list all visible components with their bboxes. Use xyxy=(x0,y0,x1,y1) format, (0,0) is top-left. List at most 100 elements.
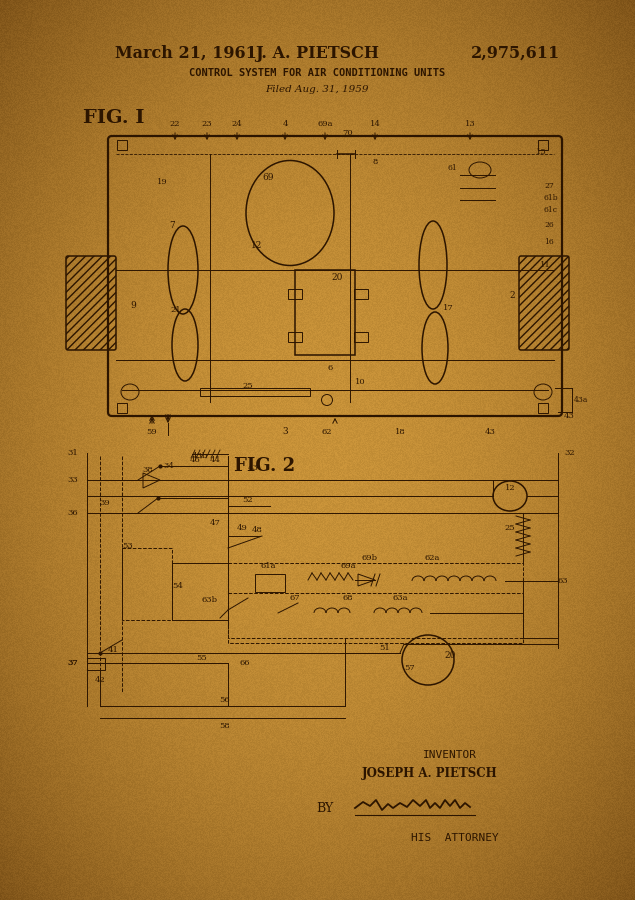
Text: 2: 2 xyxy=(509,291,515,300)
Text: 14: 14 xyxy=(370,120,380,128)
Text: 63a: 63a xyxy=(392,594,408,602)
Text: 25: 25 xyxy=(243,382,253,390)
Text: CONTROL SYSTEM FOR AIR CONDITIONING UNITS: CONTROL SYSTEM FOR AIR CONDITIONING UNIT… xyxy=(189,68,445,78)
Text: 61a: 61a xyxy=(260,562,276,570)
Text: 17: 17 xyxy=(443,304,453,312)
Text: 38: 38 xyxy=(143,466,154,474)
Text: 27: 27 xyxy=(544,182,554,190)
Text: 51: 51 xyxy=(380,644,391,652)
Text: 10: 10 xyxy=(355,378,365,386)
Text: 69b: 69b xyxy=(362,554,378,562)
Text: 59: 59 xyxy=(147,428,157,436)
Text: 41: 41 xyxy=(107,646,119,654)
Text: Filed Aug. 31, 1959: Filed Aug. 31, 1959 xyxy=(265,86,369,94)
Text: 61b: 61b xyxy=(544,194,559,202)
Bar xyxy=(228,593,523,638)
Text: 62a: 62a xyxy=(424,554,439,562)
Text: 52: 52 xyxy=(243,496,253,504)
Bar xyxy=(295,270,355,355)
Text: FIG. 2: FIG. 2 xyxy=(234,457,295,475)
Text: 44: 44 xyxy=(210,456,220,464)
Bar xyxy=(288,289,302,299)
Text: 13: 13 xyxy=(465,120,476,128)
Text: 34: 34 xyxy=(163,462,174,470)
Text: 58: 58 xyxy=(220,722,231,730)
Text: 11: 11 xyxy=(540,261,551,269)
Bar xyxy=(122,548,172,620)
Text: 16: 16 xyxy=(544,238,554,246)
Bar xyxy=(228,563,523,643)
Text: 69a: 69a xyxy=(318,120,333,128)
Text: 21: 21 xyxy=(171,306,182,314)
Bar xyxy=(538,403,548,413)
Text: 31: 31 xyxy=(67,449,78,457)
Text: JOSEPH A. PIETSCH: JOSEPH A. PIETSCH xyxy=(362,767,498,779)
Text: 61: 61 xyxy=(447,164,457,172)
Text: 15: 15 xyxy=(536,148,547,156)
Text: 56: 56 xyxy=(220,696,231,704)
Text: 49: 49 xyxy=(237,524,248,532)
Text: 23: 23 xyxy=(202,120,212,128)
Text: 66: 66 xyxy=(240,659,250,667)
Text: 61c: 61c xyxy=(544,206,558,214)
Text: FIG. I: FIG. I xyxy=(83,109,145,127)
Text: 26: 26 xyxy=(544,221,554,229)
Text: 20: 20 xyxy=(331,273,343,282)
Bar xyxy=(354,289,368,299)
Text: 12: 12 xyxy=(251,240,263,249)
Text: 69a: 69a xyxy=(340,562,356,570)
Text: BY: BY xyxy=(316,802,333,814)
Text: 63: 63 xyxy=(558,577,568,585)
Text: 70: 70 xyxy=(343,129,353,137)
Text: 4: 4 xyxy=(282,120,288,128)
Text: 54: 54 xyxy=(173,582,184,590)
Bar xyxy=(538,140,548,150)
Text: 36: 36 xyxy=(67,509,78,517)
Text: 53: 53 xyxy=(123,542,133,550)
Text: 24: 24 xyxy=(232,120,243,128)
Bar xyxy=(288,332,302,342)
Text: March 21, 1961: March 21, 1961 xyxy=(115,44,257,61)
Text: 67: 67 xyxy=(290,594,300,602)
Text: 43: 43 xyxy=(564,412,575,420)
Text: 39: 39 xyxy=(100,499,110,507)
Bar xyxy=(200,388,310,396)
Text: 8: 8 xyxy=(372,158,378,166)
Text: 43: 43 xyxy=(485,428,495,436)
Text: 6: 6 xyxy=(328,364,333,372)
Text: 43b: 43b xyxy=(192,452,208,460)
Text: 63b: 63b xyxy=(202,596,218,604)
Text: 33: 33 xyxy=(67,476,78,484)
Text: 43: 43 xyxy=(248,464,258,472)
Text: 19: 19 xyxy=(157,178,168,186)
Text: HIS  ATTORNEY: HIS ATTORNEY xyxy=(411,833,499,843)
Bar xyxy=(117,140,127,150)
Text: 9: 9 xyxy=(130,301,136,310)
Bar xyxy=(87,658,105,670)
Text: 43a: 43a xyxy=(574,396,589,404)
Text: 37: 37 xyxy=(67,659,78,667)
Text: 25: 25 xyxy=(505,524,516,532)
Text: 20: 20 xyxy=(444,652,456,661)
Text: 22: 22 xyxy=(170,120,180,128)
Text: 69: 69 xyxy=(262,174,274,183)
Text: 57: 57 xyxy=(404,664,415,672)
Text: 18: 18 xyxy=(394,428,405,436)
Text: 12: 12 xyxy=(505,484,516,492)
Text: 7: 7 xyxy=(169,220,175,230)
Text: 3: 3 xyxy=(282,428,288,436)
Text: 37: 37 xyxy=(67,659,78,667)
Text: 46: 46 xyxy=(190,456,201,464)
Text: INVENTOR: INVENTOR xyxy=(423,750,477,760)
Text: 48: 48 xyxy=(251,526,262,534)
Bar xyxy=(255,574,285,592)
Bar xyxy=(117,403,127,413)
Text: 68: 68 xyxy=(343,594,353,602)
Text: 55: 55 xyxy=(197,654,208,662)
Text: J. A. PIETSCH: J. A. PIETSCH xyxy=(255,44,379,61)
Text: 32: 32 xyxy=(564,449,575,457)
Text: 47: 47 xyxy=(210,519,220,527)
Text: 62: 62 xyxy=(322,428,332,436)
Text: 2,975,611: 2,975,611 xyxy=(471,44,560,61)
Text: 42: 42 xyxy=(95,676,105,684)
